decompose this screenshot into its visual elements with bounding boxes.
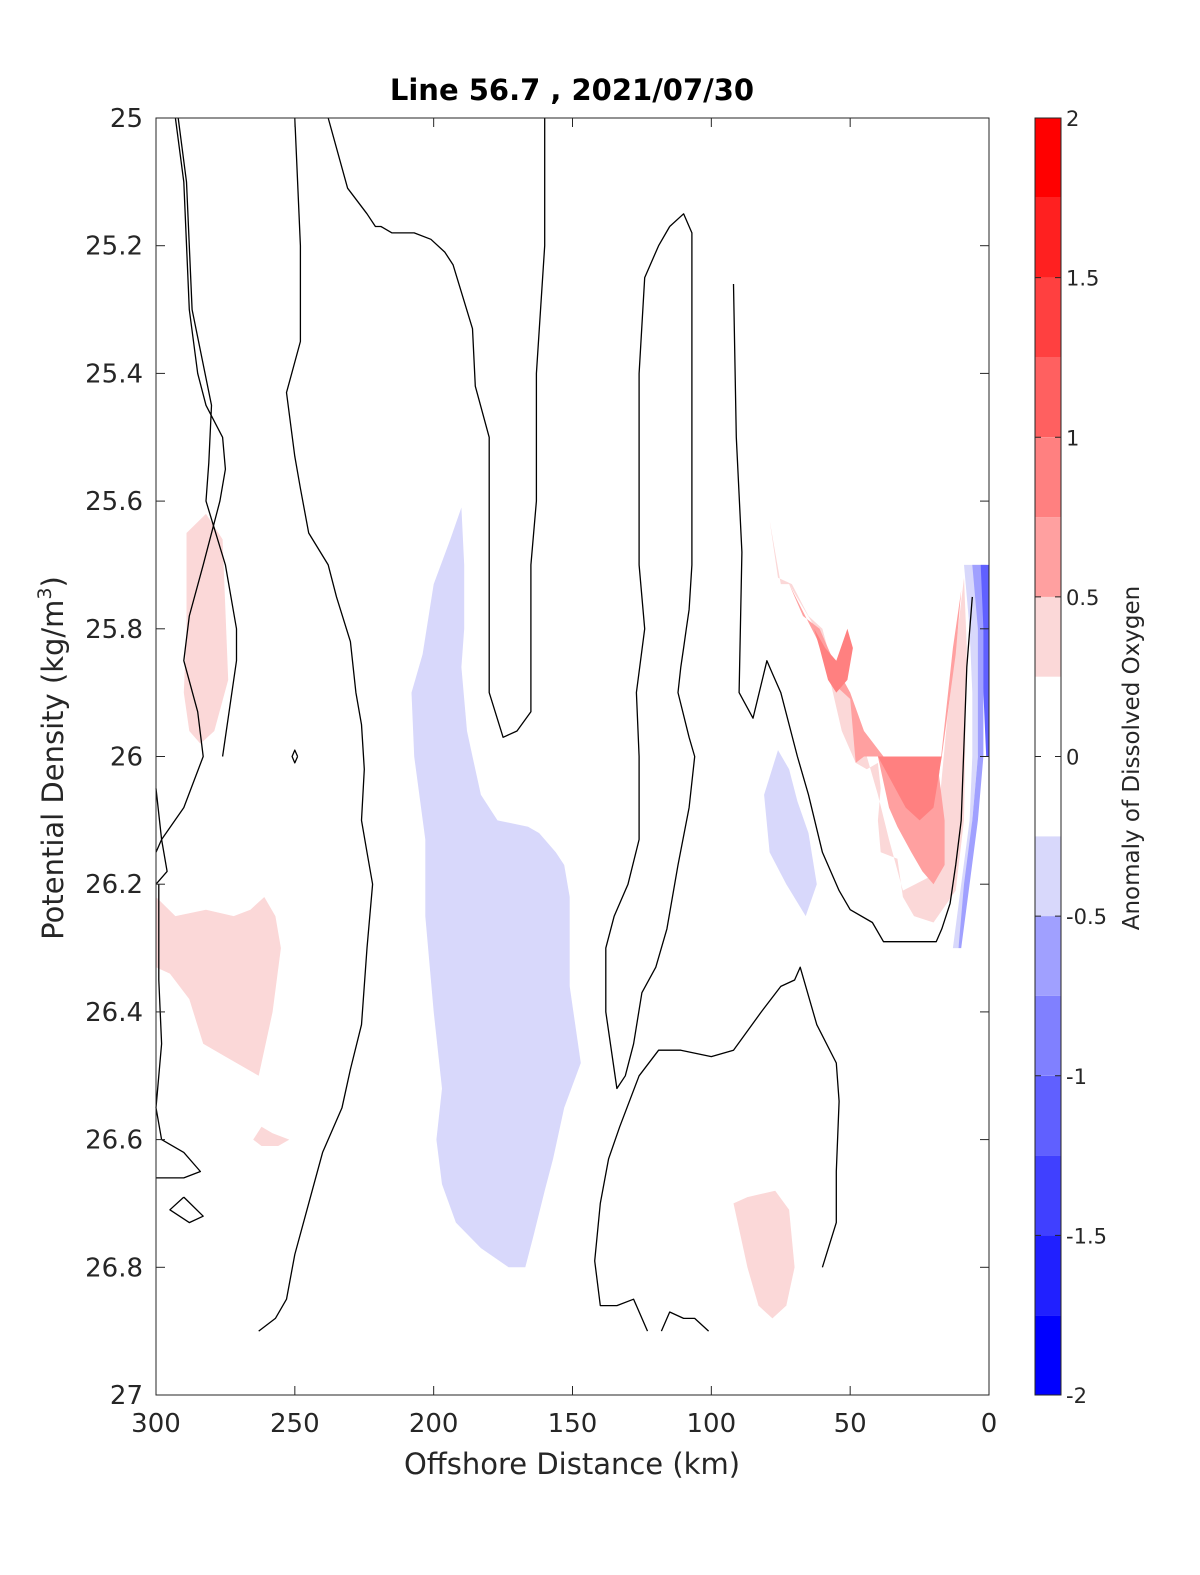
- colorbar-ticks: [1035, 117, 1061, 1396]
- x-tick-label: 300: [131, 1409, 181, 1439]
- x-tick-label: 250: [270, 1409, 320, 1439]
- x-tick-labels: 300 250 200 150 100 50 0: [131, 1409, 997, 1439]
- y-axis-title-main: Potential Density (kg/m: [36, 600, 70, 940]
- axis-ticks: [155, 117, 990, 1396]
- colorbar-tick-label: -1: [1066, 1065, 1087, 1089]
- colorbar-tick-labels: 2 1.5 1 0.5 0 -0.5 -1 -1.5 -2: [1066, 107, 1107, 1408]
- contour-lines: [155, 117, 973, 1332]
- y-axis-title: Potential Density (kg/m3): [34, 576, 70, 940]
- colorbar-band-6: [1035, 836, 1061, 917]
- colorbar-band-8: [1035, 596, 1061, 677]
- x-tick-label: 0: [981, 1409, 998, 1439]
- colorbar-band-13: [1035, 197, 1061, 278]
- y-tick-label: 26: [110, 743, 143, 773]
- anomaly-region-11: [958, 564, 987, 949]
- plot-area: [155, 117, 990, 1396]
- colorbar-band-9: [1035, 517, 1061, 597]
- colorbar-band-2: [1035, 1155, 1061, 1236]
- contour-line-2: [327, 117, 546, 738]
- contour-line-7: [291, 749, 299, 764]
- anomaly-region-5: [764, 750, 817, 917]
- contour-line-1: [258, 117, 374, 1332]
- colorbar-band-14: [1035, 118, 1061, 198]
- anomaly-region-1: [156, 897, 281, 1076]
- colorbar-bands: [1035, 118, 1061, 1395]
- contour-line-4: [155, 788, 168, 885]
- anomaly-region-2: [253, 1126, 290, 1146]
- y-tick-labels: 25 25.2 25.4 25.6 25.8 26 26.2 26.4 26.6 26.8 27: [85, 104, 143, 1411]
- anomaly-region-4: [411, 507, 581, 1268]
- colorbar-title: Anomaly of Dissolved Oxygen: [1119, 586, 1145, 931]
- y-tick-label: 25.4: [85, 359, 143, 389]
- anomaly-region-10: [952, 564, 981, 949]
- colorbar-tick-label: -2: [1066, 1384, 1087, 1408]
- y-tick-label: 25: [110, 104, 143, 134]
- contour-line-11: [660, 1311, 710, 1332]
- y-tick-label: 26.2: [85, 870, 143, 900]
- chart-title: Line 56.7 , 2021/07/30: [390, 73, 754, 107]
- plot-background: [156, 118, 989, 1395]
- colorbar-tick-label: 1.5: [1066, 267, 1099, 291]
- anomaly-region-0: [183, 513, 229, 744]
- y-tick-label: 26.6: [85, 1126, 143, 1156]
- colorbar-band-3: [1035, 1075, 1061, 1156]
- contour-line-0: [155, 117, 227, 853]
- filled-regions: [156, 507, 989, 1319]
- anomaly-region-3: [733, 1190, 795, 1319]
- y-tick-label: 25.2: [85, 232, 143, 262]
- y-tick-label: 26.8: [85, 1253, 143, 1283]
- contour-line-3: [177, 117, 238, 757]
- colorbar-tick-label: -1.5: [1066, 1224, 1107, 1248]
- anomaly-region-9: [877, 756, 942, 821]
- anomaly-region-6: [769, 520, 967, 923]
- y-tick-label: 25.8: [85, 615, 143, 645]
- contour-line-10: [594, 966, 840, 1332]
- colorbar-tick-label: 1: [1066, 426, 1079, 450]
- y-axis-title-superscript: 3: [34, 587, 56, 599]
- colorbar-band-12: [1035, 277, 1061, 358]
- x-tick-label: 50: [834, 1409, 867, 1439]
- colorbar: 2 1.5 1 0.5 0 -0.5 -1 -1.5 -2 Anomaly of Dissolv…: [1034, 107, 1145, 1408]
- colorbar-tick-label: 0.5: [1066, 586, 1099, 610]
- contour-line-9: [732, 283, 973, 943]
- colorbar-tick-label: 0: [1066, 746, 1079, 770]
- contour-line-8: [605, 213, 696, 1090]
- colorbar-tick-label: 2: [1066, 107, 1079, 131]
- anomaly-region-8: [814, 628, 853, 693]
- colorbar-tick-label: -0.5: [1066, 905, 1107, 929]
- contour-line-6: [169, 1196, 204, 1224]
- colorbar-band-10: [1035, 437, 1061, 518]
- colorbar-band-11: [1035, 357, 1061, 438]
- colorbar-band-0: [1035, 1315, 1061, 1395]
- y-axis-title-close: ): [36, 576, 70, 587]
- colorbar-band-5: [1035, 916, 1061, 996]
- x-axis-title: Offshore Distance (km): [404, 1447, 740, 1481]
- colorbar-band-1: [1035, 1235, 1061, 1316]
- y-tick-label: 27: [110, 1381, 143, 1411]
- x-tick-label: 150: [548, 1409, 598, 1439]
- colorbar-band-4: [1035, 995, 1061, 1076]
- anomaly-region-12: [980, 564, 989, 757]
- y-tick-label: 25.6: [85, 487, 143, 517]
- y-tick-label: 26.4: [85, 998, 143, 1028]
- x-tick-label: 200: [409, 1409, 459, 1439]
- x-tick-label: 100: [687, 1409, 737, 1439]
